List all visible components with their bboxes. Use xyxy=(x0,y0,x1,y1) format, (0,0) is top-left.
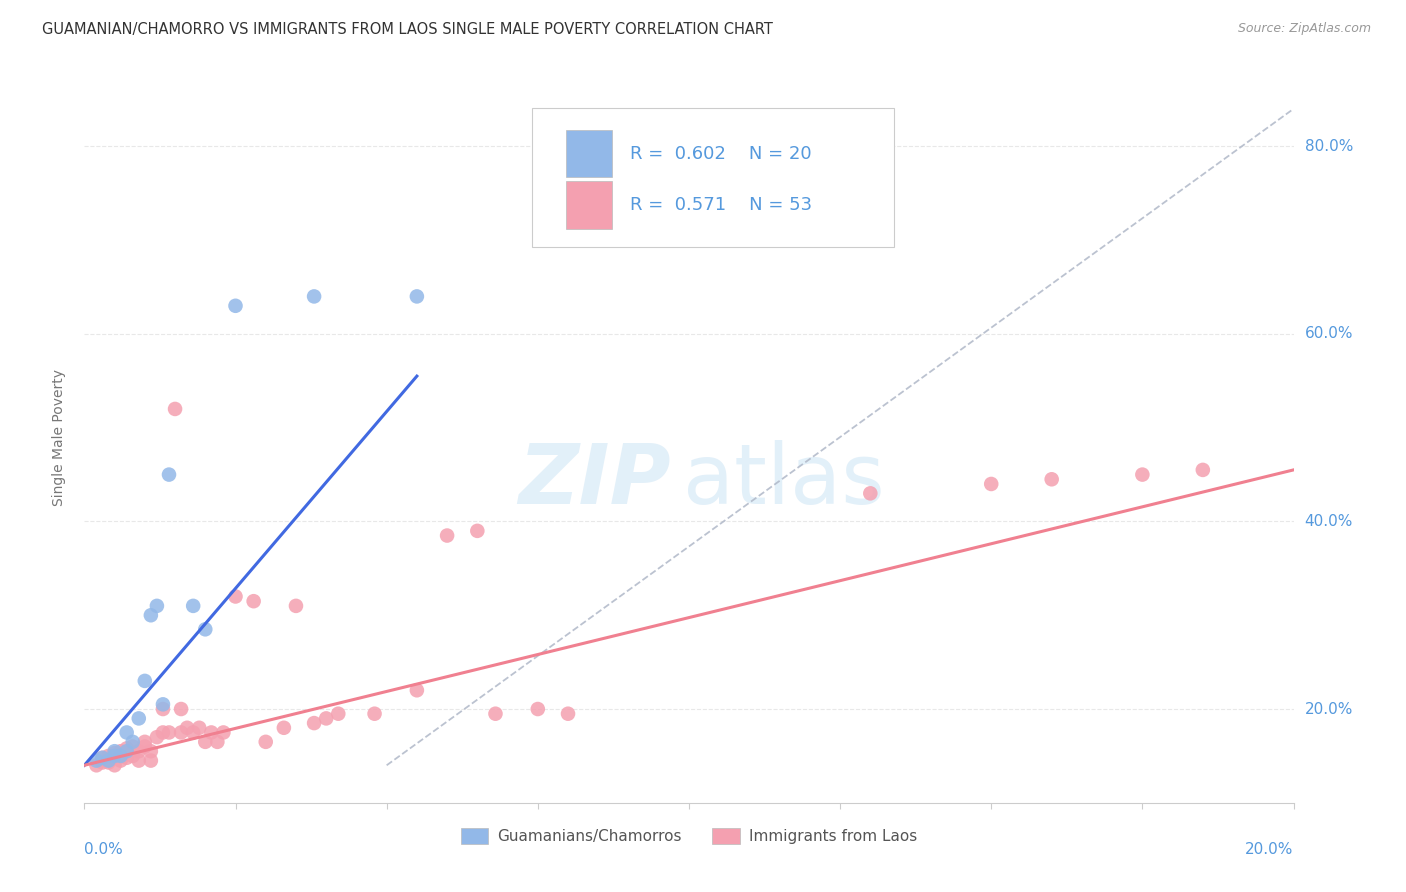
Text: Source: ZipAtlas.com: Source: ZipAtlas.com xyxy=(1237,22,1371,36)
Point xyxy=(152,698,174,712)
Point xyxy=(91,756,114,770)
Point xyxy=(115,751,138,765)
Text: 80.0%: 80.0% xyxy=(1305,139,1353,154)
Point xyxy=(207,735,229,749)
Point xyxy=(128,754,150,768)
Point xyxy=(115,744,138,758)
Point xyxy=(285,599,308,613)
Point xyxy=(242,594,264,608)
Point xyxy=(104,744,127,758)
Point xyxy=(165,401,187,416)
Point xyxy=(467,524,489,538)
Point xyxy=(273,721,295,735)
Text: atlas: atlas xyxy=(683,441,884,522)
Point xyxy=(557,706,579,721)
Point xyxy=(115,741,138,756)
Point xyxy=(128,744,150,758)
Legend: Guamanians/Chamorros, Immigrants from Laos: Guamanians/Chamorros, Immigrants from La… xyxy=(454,822,924,850)
Point xyxy=(1130,467,1153,482)
Point xyxy=(188,721,211,735)
Point xyxy=(110,754,132,768)
Point xyxy=(225,590,247,604)
FancyBboxPatch shape xyxy=(565,130,612,178)
Point xyxy=(200,725,222,739)
Point xyxy=(484,706,506,721)
Point xyxy=(121,735,143,749)
Point xyxy=(134,673,156,688)
Point xyxy=(146,730,169,744)
Point xyxy=(157,467,180,482)
Point xyxy=(152,725,174,739)
Text: 60.0%: 60.0% xyxy=(1305,326,1353,342)
Point xyxy=(302,289,325,303)
Point xyxy=(194,735,217,749)
Point xyxy=(91,751,114,765)
Point xyxy=(1192,463,1215,477)
Point xyxy=(170,702,193,716)
Point xyxy=(181,725,204,739)
Text: R =  0.602    N = 20: R = 0.602 N = 20 xyxy=(630,145,811,162)
Point xyxy=(176,721,198,735)
Text: 40.0%: 40.0% xyxy=(1305,514,1353,529)
Point xyxy=(406,683,429,698)
Point xyxy=(97,748,120,763)
Point xyxy=(86,754,108,768)
Point xyxy=(121,748,143,763)
Point xyxy=(406,289,429,303)
Point xyxy=(170,725,193,739)
Point xyxy=(1040,472,1063,486)
Point xyxy=(980,477,1002,491)
Point xyxy=(157,725,180,739)
Point xyxy=(194,623,217,637)
Point xyxy=(97,754,120,768)
Point xyxy=(254,735,277,749)
Point xyxy=(97,756,120,770)
Point xyxy=(527,702,550,716)
Point xyxy=(134,735,156,749)
Point xyxy=(139,744,162,758)
Point xyxy=(302,716,325,731)
Text: R =  0.571    N = 53: R = 0.571 N = 53 xyxy=(630,196,811,214)
Point xyxy=(436,528,458,542)
Point xyxy=(328,706,350,721)
Point xyxy=(859,486,882,500)
Point xyxy=(121,739,143,754)
Point xyxy=(91,751,114,765)
Point xyxy=(104,758,127,772)
Point xyxy=(139,754,162,768)
Point xyxy=(181,599,204,613)
Point xyxy=(110,748,132,763)
Text: 0.0%: 0.0% xyxy=(84,842,124,856)
Text: 20.0%: 20.0% xyxy=(1305,701,1353,716)
FancyBboxPatch shape xyxy=(531,108,894,247)
Text: 20.0%: 20.0% xyxy=(1246,842,1294,856)
Point xyxy=(315,711,337,725)
Point xyxy=(212,725,235,739)
Text: ZIP: ZIP xyxy=(519,441,671,522)
Point xyxy=(115,725,138,739)
Point xyxy=(86,758,108,772)
Point xyxy=(104,746,127,760)
Text: GUAMANIAN/CHAMORRO VS IMMIGRANTS FROM LAOS SINGLE MALE POVERTY CORRELATION CHART: GUAMANIAN/CHAMORRO VS IMMIGRANTS FROM LA… xyxy=(42,22,773,37)
Y-axis label: Single Male Poverty: Single Male Poverty xyxy=(52,368,66,506)
Point xyxy=(139,608,162,623)
Point xyxy=(128,711,150,725)
FancyBboxPatch shape xyxy=(565,181,612,228)
Point xyxy=(134,739,156,754)
Point xyxy=(104,748,127,763)
Point xyxy=(363,706,385,721)
Point xyxy=(225,299,247,313)
Point xyxy=(146,599,169,613)
Point xyxy=(110,744,132,758)
Point xyxy=(152,702,174,716)
